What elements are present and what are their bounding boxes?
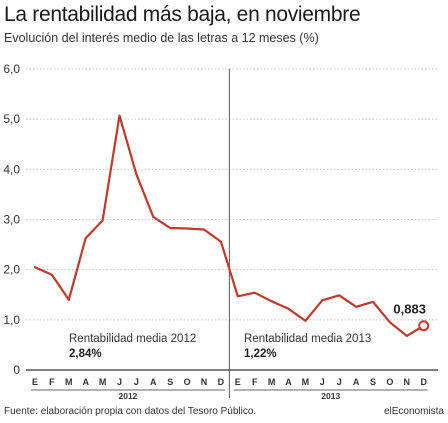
- x-tick-label: E: [235, 377, 241, 387]
- data-point: [270, 300, 272, 302]
- x-tick-label: E: [32, 377, 38, 387]
- x-tick-label: O: [184, 377, 191, 387]
- year-label-2013: 2013: [321, 391, 340, 401]
- annotation-value: 1,22%: [244, 348, 277, 360]
- series-line: [33, 114, 425, 337]
- y-tick-label: 5,0: [3, 112, 20, 126]
- x-tick-label: A: [82, 377, 89, 387]
- x-tick-label: J: [337, 377, 342, 387]
- data-point: [254, 292, 256, 294]
- x-tick-label: M: [99, 377, 107, 387]
- y-tick-label: 1,0: [3, 313, 20, 327]
- data-point: [34, 266, 36, 268]
- data-point: [85, 237, 87, 239]
- data-point: [220, 240, 222, 242]
- chart-title: La rentabilidad más baja, en noviembre: [4, 3, 361, 26]
- data-point: [101, 219, 103, 221]
- x-tick-label: M: [65, 377, 73, 387]
- x-tick-label: F: [252, 377, 258, 387]
- x-tick-label: N: [201, 377, 208, 387]
- x-tick-label: S: [370, 377, 376, 387]
- data-point: [51, 273, 53, 275]
- last-value-label: 0,883: [393, 302, 426, 317]
- x-tick-label: D: [420, 377, 427, 387]
- x-tick-label: J: [320, 377, 325, 387]
- data-point: [287, 308, 289, 310]
- data-point: [304, 320, 306, 322]
- y-tick-label: 4,0: [3, 162, 20, 176]
- data-point: [135, 173, 137, 175]
- x-tick-label: N: [404, 377, 411, 387]
- chart-subtitle: Evolución del interés medio de las letra…: [4, 31, 319, 45]
- data-point: [389, 321, 391, 323]
- data-point: [321, 299, 323, 301]
- x-tick-label: O: [386, 377, 393, 387]
- y-tick-label: 6,0: [3, 62, 20, 76]
- data-point: [152, 216, 154, 218]
- y-tick-label: 2,0: [3, 263, 20, 277]
- data-point: [237, 295, 239, 297]
- x-tick-label: A: [150, 377, 157, 387]
- x-tick-label: A: [353, 377, 360, 387]
- y-tick-label: 3,0: [3, 213, 20, 227]
- data-point: [372, 301, 374, 303]
- annotation-value: 2,84%: [69, 348, 102, 360]
- data-point: [186, 227, 188, 229]
- brand-label: elEconomista: [383, 406, 444, 417]
- data-point: [406, 335, 408, 337]
- x-tick-label: J: [134, 377, 139, 387]
- x-tick-label: D: [218, 377, 225, 387]
- x-tick-label: J: [117, 377, 122, 387]
- annotation-label: Rentabilidad media 2012: [69, 333, 196, 345]
- data-point: [355, 306, 357, 308]
- x-tick-label: A: [285, 377, 292, 387]
- source-note: Fuente: elaboración propia con datos del…: [4, 406, 257, 417]
- annotation-label: Rentabilidad media 2013: [244, 333, 371, 345]
- year-label-2012: 2012: [118, 391, 137, 401]
- data-point: [118, 114, 120, 116]
- x-tick-label: S: [167, 377, 173, 387]
- x-tick-label: M: [302, 377, 310, 387]
- x-tick-label: M: [268, 377, 276, 387]
- data-point: [203, 228, 205, 230]
- y-tick-label: 0: [13, 363, 20, 377]
- data-point: [68, 299, 70, 301]
- data-point: [169, 227, 171, 229]
- last-point-marker: [418, 320, 430, 332]
- x-tick-label: F: [49, 377, 55, 387]
- data-point: [338, 294, 340, 296]
